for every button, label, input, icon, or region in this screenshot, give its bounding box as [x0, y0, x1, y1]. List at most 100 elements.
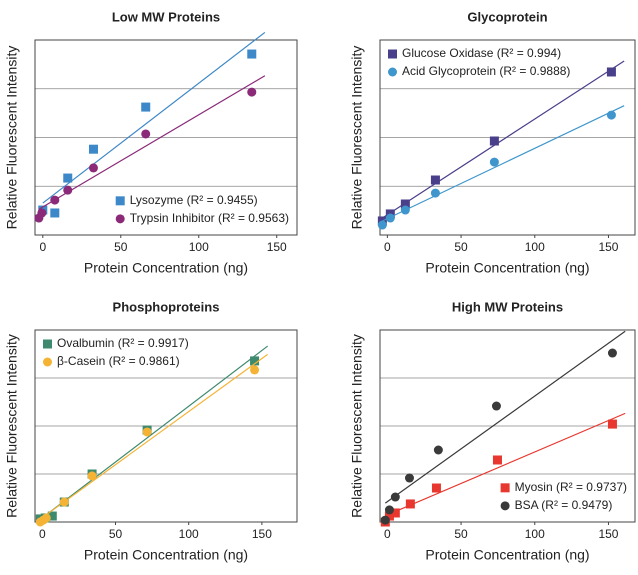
chart-title: Low MW Proteins: [112, 9, 220, 24]
trend-line: [39, 345, 269, 520]
legend-swatch: [43, 357, 52, 367]
chart-title: Phosphoproteins: [113, 299, 220, 314]
panel: Glycoprotein 0 50 100 150 Protein Concentrati…: [349, 9, 636, 276]
trend-line: [385, 412, 626, 517]
circle-point: [385, 213, 395, 223]
x-tick-label: 50: [114, 240, 128, 254]
trend-line: [382, 60, 625, 219]
circle-point: [380, 515, 390, 525]
legend-label: Ovalbumin (R² = 0.9917): [57, 336, 189, 350]
square-point: [405, 499, 415, 509]
circle-point: [250, 365, 260, 375]
legend-swatch: [43, 339, 52, 349]
x-tick-label: 100: [179, 527, 199, 541]
circle-point: [63, 185, 73, 195]
square-point: [88, 144, 98, 154]
x-axis-label: Protein Concentration (ng): [84, 260, 248, 276]
legend-label: Myosin (R² = 0.9737): [515, 480, 627, 494]
square-point: [50, 208, 60, 218]
y-axis-label: Relative Fluorescent Intensity: [349, 334, 365, 518]
circle-point: [88, 163, 98, 173]
legend-swatch: [388, 67, 397, 77]
circle-point: [247, 87, 257, 97]
x-axis-label: Protein Concentration (ng): [84, 547, 248, 563]
x-tick-label: 150: [598, 240, 618, 254]
square-point: [384, 511, 394, 521]
square-point: [250, 356, 260, 366]
panel: Phosphoproteins 0 50 100 150 Protein Concentr…: [4, 299, 298, 563]
square-point: [400, 199, 410, 209]
circle-point: [142, 427, 152, 437]
square-point: [492, 455, 502, 465]
trend-line: [384, 330, 626, 504]
legend-label: Trypsin Inhibitor (R² = 0.9563): [130, 211, 289, 225]
legend: Lysozyme (R² = 0.9455) Trypsin Inhibitor …: [115, 193, 289, 225]
circle-point: [377, 220, 387, 230]
x-tick-label: 0: [39, 527, 46, 541]
square-point: [47, 511, 57, 521]
circle-point: [50, 195, 60, 205]
legend-swatch: [500, 483, 510, 493]
x-tick-label: 150: [252, 527, 272, 541]
legend-label: β-Casein (R² = 0.9861): [57, 354, 180, 368]
legend-label: BSA (R² = 0.9479): [515, 498, 613, 512]
y-axis-label: Relative Fluorescent Intensity: [4, 334, 20, 518]
circle-point: [491, 401, 501, 411]
plot-frame: [379, 329, 636, 523]
circle-point: [607, 348, 617, 358]
circle-point: [400, 205, 410, 215]
legend: Ovalbumin (R² = 0.9917) β-Casein (R² = 0.…: [43, 336, 189, 368]
square-point: [63, 173, 73, 183]
circle-point: [606, 110, 616, 120]
x-axis-label: Protein Concentration (ng): [425, 547, 589, 563]
square-point: [489, 136, 499, 146]
square-point: [141, 102, 151, 112]
legend-label: Glucose Oxidase (R² = 0.994): [402, 46, 561, 60]
x-tick-label: 100: [189, 240, 209, 254]
trend-line: [38, 75, 266, 210]
circle-point: [433, 445, 443, 455]
circle-point: [390, 492, 400, 502]
legend-swatch: [115, 196, 125, 206]
trend-line: [42, 31, 266, 204]
square-point: [390, 508, 400, 518]
x-axis-label: Protein Concentration (ng): [425, 260, 589, 276]
circle-point: [430, 188, 440, 198]
plot-frame: [34, 39, 298, 236]
x-tick-label: 0: [384, 527, 391, 541]
legend-swatch: [500, 501, 510, 511]
chart-title: Glycoprotein: [467, 9, 547, 24]
panel: Low MW Proteins 0 50 100 150 Protein Concentr…: [4, 9, 298, 276]
square-point: [247, 49, 257, 59]
x-tick-label: 0: [39, 240, 46, 254]
circle-point: [404, 473, 414, 483]
legend: Myosin (R² = 0.9737) BSA (R² = 0.9479): [500, 480, 627, 512]
circle-point: [37, 208, 47, 218]
circle-point: [141, 129, 151, 139]
x-tick-label: 100: [525, 527, 545, 541]
x-tick-label: 150: [598, 527, 618, 541]
x-tick-label: 50: [109, 527, 123, 541]
circle-point: [489, 157, 499, 167]
x-tick-label: 50: [454, 240, 468, 254]
circle-point: [384, 505, 394, 515]
square-point: [606, 67, 616, 77]
circle-point: [41, 513, 51, 523]
legend-label: Acid Glycoprotein (R² = 0.9888): [402, 64, 570, 78]
y-axis-label: Relative Fluorescent Intensity: [4, 46, 20, 230]
trend-line: [39, 353, 269, 520]
circle-point: [87, 471, 97, 481]
legend-label: Lysozyme (R² = 0.9455): [130, 193, 258, 207]
y-axis-label: Relative Fluorescent Intensity: [349, 46, 365, 230]
x-tick-label: 50: [454, 527, 468, 541]
x-tick-label: 150: [267, 240, 287, 254]
circle-point: [59, 497, 69, 507]
square-point: [430, 175, 440, 185]
square-point: [607, 419, 617, 429]
x-tick-label: 100: [525, 240, 545, 254]
x-tick-label: 0: [384, 240, 391, 254]
panel: High MW Proteins 0 50 100 150 Protein Concent…: [349, 299, 636, 563]
square-point: [431, 483, 441, 493]
legend-swatch: [388, 49, 397, 59]
